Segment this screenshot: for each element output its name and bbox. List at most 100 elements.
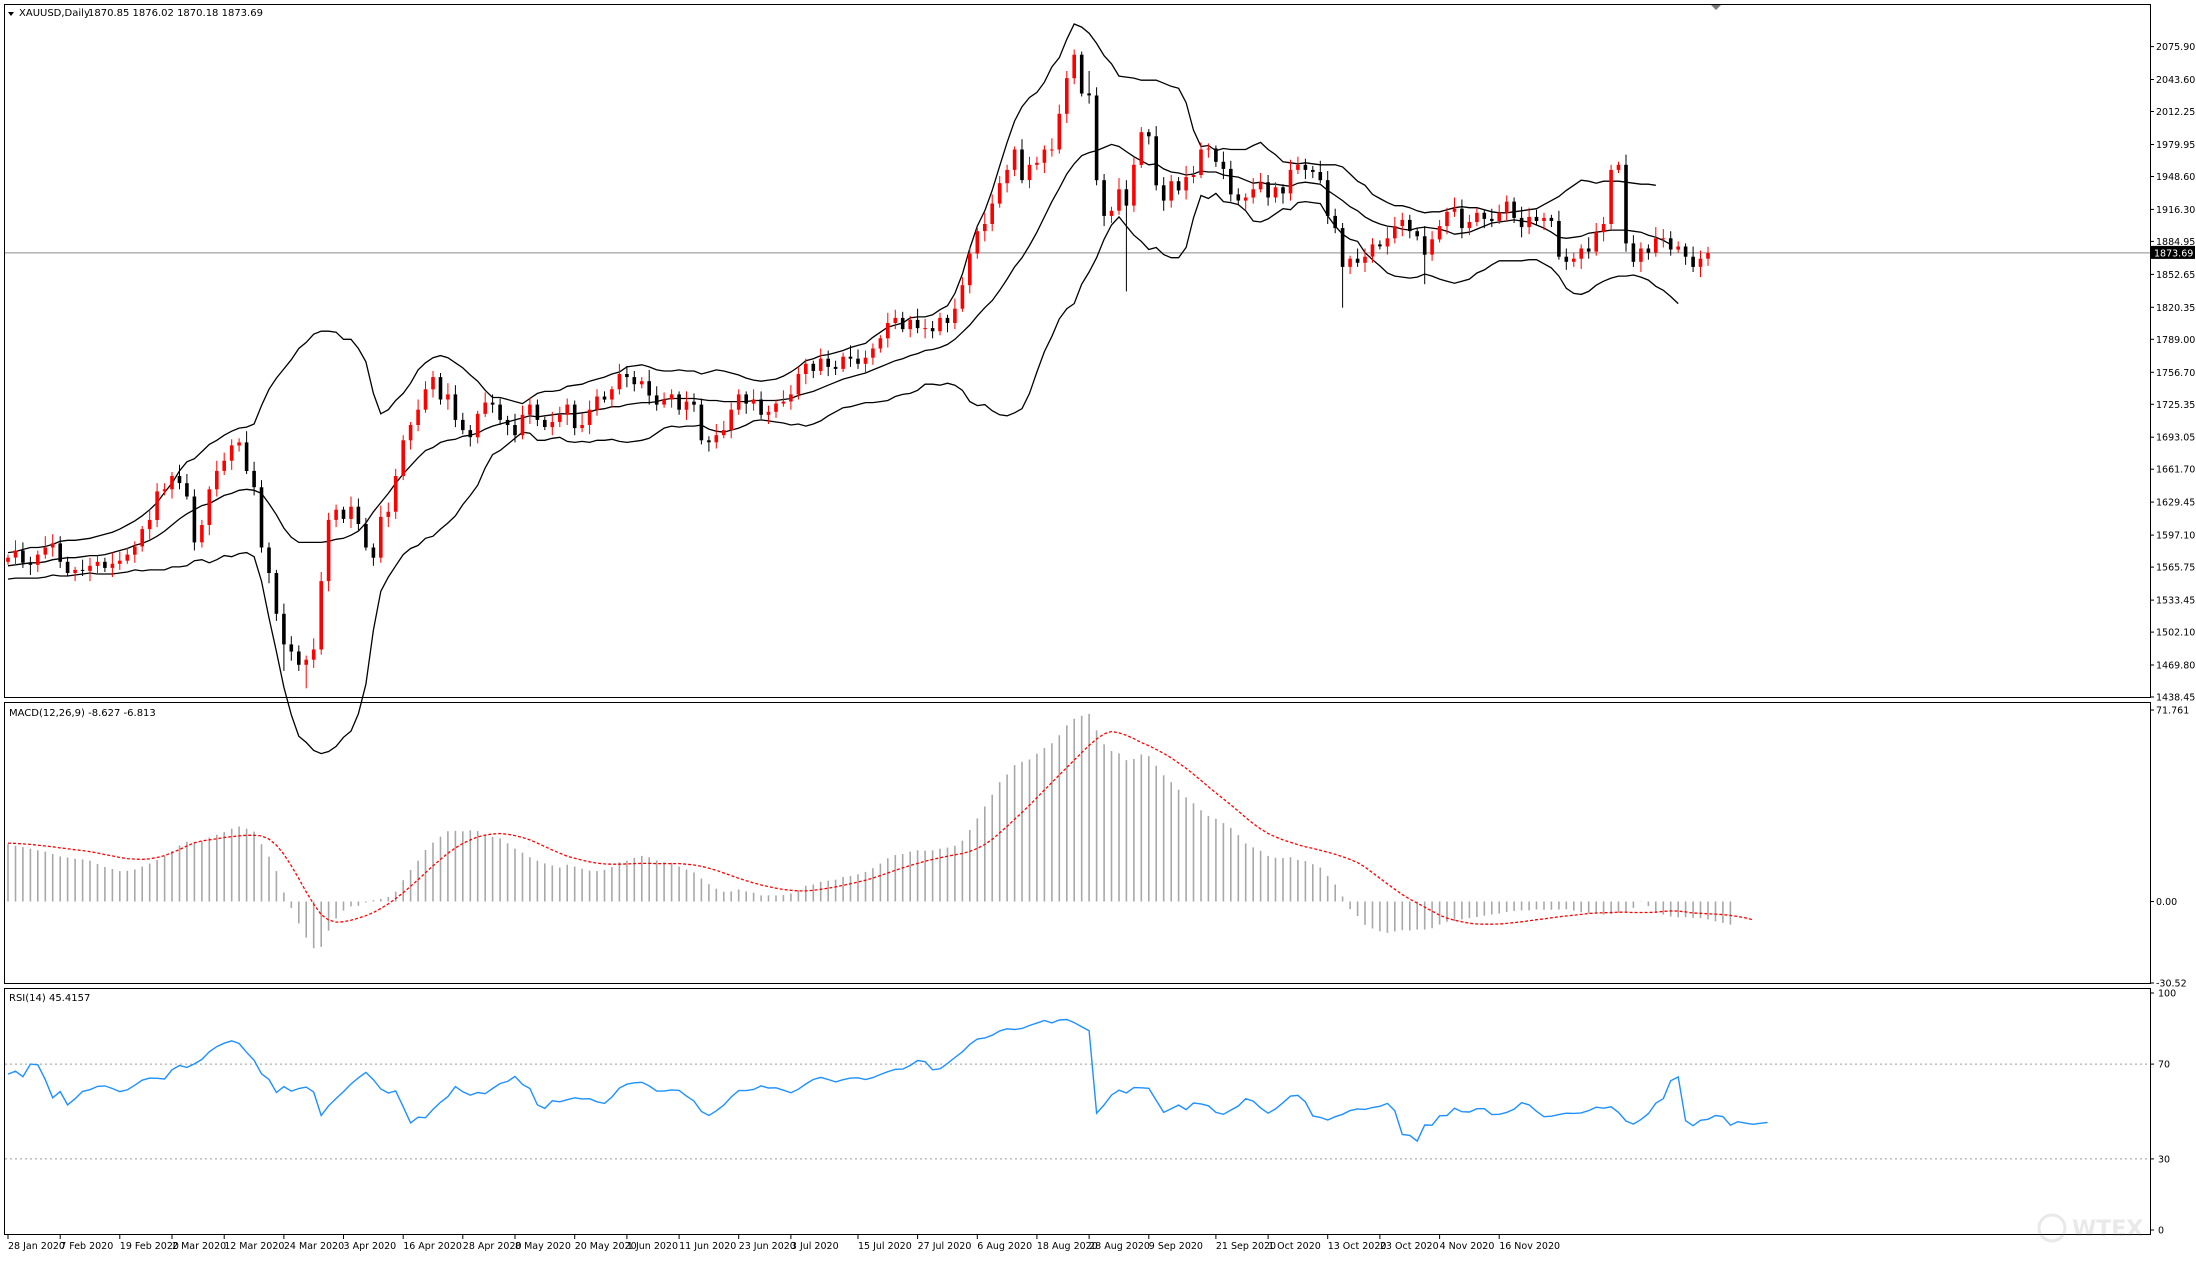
candle [1325, 171, 1330, 224]
candle [1549, 214, 1554, 228]
price-tick-label: 1469.80 [2156, 661, 2195, 672]
candle [274, 569, 279, 621]
watermark: WTEX [2037, 1213, 2143, 1243]
candle [520, 405, 525, 440]
candle [975, 227, 980, 259]
candle [1527, 207, 1531, 235]
candle [125, 547, 130, 564]
candle [871, 343, 875, 365]
candle [1147, 129, 1151, 145]
rsi-tick-label: 70 [2158, 1060, 2170, 1071]
date-tick-label: 28 Aug 2020 [1089, 1241, 1150, 1252]
candle [781, 390, 786, 407]
date-tick-label: 2 Mar 2020 [172, 1241, 226, 1252]
candle [185, 474, 189, 500]
candle [252, 461, 256, 496]
date-tick-label: 1 Oct 2020 [1268, 1241, 1321, 1252]
candle [1482, 209, 1487, 229]
candle [841, 352, 845, 372]
price-tick-label: 1852.65 [2156, 270, 2195, 281]
candle [1050, 138, 1054, 157]
price-tick-label: 2012.25 [2156, 107, 2195, 118]
candle [1229, 160, 1233, 202]
candle [1169, 175, 1173, 208]
candle [1266, 175, 1270, 206]
candle [915, 308, 920, 334]
price-tick-label: 1661.70 [2156, 465, 2195, 476]
candle [856, 349, 860, 369]
date-tick-label: 13 Oct 2020 [1328, 1241, 1387, 1252]
candle [1184, 165, 1188, 200]
price-tick-label: 1597.10 [2156, 531, 2195, 542]
candle [43, 536, 48, 559]
candle [736, 389, 741, 415]
candle [155, 483, 159, 528]
candle [580, 413, 584, 433]
candle [983, 212, 987, 242]
date-tick-label: 23 Jun 2020 [739, 1241, 796, 1252]
date-tick-label: 8 May 2020 [515, 1241, 571, 1252]
candle [528, 397, 532, 424]
candle [334, 504, 338, 528]
candle [386, 502, 391, 528]
candle [1132, 157, 1136, 212]
candle [968, 247, 972, 294]
candle [818, 348, 823, 375]
price-tick-label: 1565.75 [2156, 563, 2195, 574]
candle [1668, 231, 1673, 256]
dropdown-triangle-icon[interactable] [8, 12, 14, 16]
candle [1072, 49, 1076, 85]
candle [774, 399, 778, 418]
candle [1430, 231, 1434, 261]
candle [1087, 71, 1091, 104]
candle [1519, 206, 1524, 238]
candle [1586, 237, 1591, 259]
candle [900, 311, 905, 333]
date-tick-label: 16 Nov 2020 [1499, 1241, 1560, 1252]
candle [1161, 177, 1166, 211]
date-tick-label: 28 Apr 2020 [463, 1241, 522, 1252]
candle [587, 400, 592, 435]
candle [1624, 154, 1628, 252]
candle [1408, 214, 1412, 239]
candle [826, 350, 830, 377]
date-tick-label: 1 Jun 2020 [627, 1241, 678, 1252]
candle [1206, 143, 1211, 158]
date-tick-label: 19 Feb 2020 [120, 1241, 179, 1252]
candle [1318, 160, 1323, 184]
candle [431, 371, 435, 398]
candle [513, 413, 517, 443]
candle [438, 373, 443, 405]
candle [893, 309, 898, 330]
candle [1065, 71, 1069, 123]
date-tick-label: 3 Jul 2020 [791, 1241, 839, 1252]
candle [192, 489, 197, 551]
lower-bollinger-band [7, 192, 1679, 755]
candle [960, 277, 965, 312]
candle [1281, 184, 1285, 204]
candle [289, 636, 294, 661]
candle [804, 358, 808, 385]
candle [654, 386, 659, 411]
candle [13, 540, 18, 566]
candle [21, 542, 25, 568]
candle [1497, 204, 1501, 224]
price-tick-label: 1820.35 [2156, 303, 2195, 314]
date-tick-label: 11 Jun 2020 [679, 1241, 736, 1252]
candle [997, 176, 1002, 208]
candle [1654, 227, 1658, 257]
candle [1251, 178, 1255, 204]
chart-shift-marker-icon[interactable] [1711, 5, 1721, 10]
date-tick-label: 9 Sep 2020 [1149, 1241, 1203, 1252]
candle [95, 555, 100, 573]
candle [1676, 241, 1680, 253]
candle [1601, 216, 1606, 242]
candle [1027, 156, 1032, 189]
candle [133, 541, 137, 563]
candle [177, 464, 182, 490]
candle [699, 398, 704, 445]
price-tick-label: 2075.90 [2156, 42, 2195, 53]
candle [714, 424, 719, 449]
candle [632, 371, 637, 392]
candle [475, 410, 480, 444]
